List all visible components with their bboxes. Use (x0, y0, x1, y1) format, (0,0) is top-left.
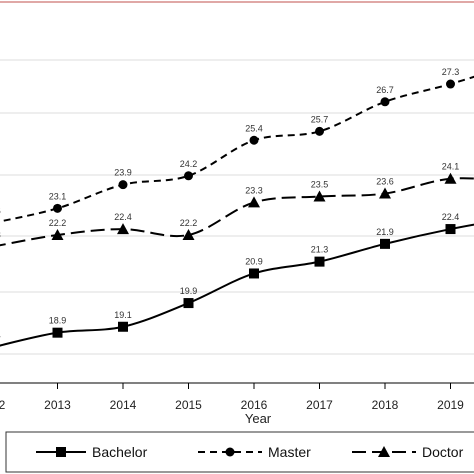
bachelor-point-2015 (183, 298, 194, 309)
x-tick-label-2014: 2014 (110, 398, 137, 412)
doctor-label-2014: 22.4 (114, 212, 132, 222)
legend-marker-doctor (378, 446, 390, 457)
master-label-2013: 23.1 (49, 191, 67, 201)
bachelor-point-2017 (314, 256, 325, 267)
legend: Bachelor Master Doctor (5, 431, 474, 473)
x-tick-label-2012: 2012 (0, 398, 6, 412)
master-label-2014: 23.9 (114, 168, 132, 178)
bachelor-label-2017: 21.3 (311, 245, 329, 255)
legend-label-master: Master (268, 444, 311, 460)
master-point-2019 (446, 79, 455, 89)
bachelor-point-2016 (249, 268, 259, 279)
bachelor-point-2014 (118, 321, 128, 332)
master-point-2018 (380, 97, 390, 107)
master-label-2017: 25.7 (311, 114, 329, 124)
doctor-point-2015 (182, 228, 195, 240)
x-axis-title: Year (245, 411, 272, 426)
legend-item-master: Master (198, 444, 311, 460)
doctor-point-2018 (379, 187, 391, 199)
master-point-2015 (184, 171, 193, 181)
master-point-2013 (53, 203, 62, 213)
doctor-point-2013 (51, 228, 64, 240)
master-label-2019: 27.3 (442, 67, 460, 77)
legend-label-bachelor: Bachelor (92, 444, 148, 460)
x-tick-label-2015: 2015 (175, 398, 202, 412)
doctor-point-2014 (117, 223, 129, 235)
bachelor-point-2018 (380, 238, 390, 249)
doctor-point-2017 (313, 190, 326, 202)
doctor-label-2017: 23.5 (311, 180, 329, 190)
doctor-label-2015: 22.2 (180, 218, 198, 228)
bachelor-label-2013: 18.9 (49, 316, 67, 326)
x-tick-label-2017: 2017 (306, 398, 333, 412)
doctor-label-2019: 24.1 (442, 162, 460, 172)
x-tick-label-2016: 2016 (241, 398, 268, 412)
master-label-2016: 25.4 (245, 123, 263, 133)
legend-marker-master (225, 447, 235, 457)
bachelor-point-2013 (52, 327, 63, 338)
master-point-2016 (249, 135, 259, 145)
bachelor-label-2019: 22.4 (442, 212, 460, 222)
doctor-point-2016 (248, 196, 260, 208)
grid-lines (0, 59, 474, 355)
legend-item-doctor: Doctor (352, 444, 464, 460)
bachelor-label-2018: 21.9 (376, 227, 394, 237)
series-master (0, 75, 474, 223)
doctor-label-2012: 21.8 (0, 230, 1, 240)
bachelor-label-2012: 18.4 (0, 330, 1, 340)
master-label-2015: 24.2 (180, 159, 198, 169)
doctor-label-2016: 23.3 (245, 185, 263, 195)
bachelor-label-2015: 19.9 (180, 286, 198, 296)
series-doctor (0, 172, 474, 247)
x-tick-label-2019: 2019 (437, 398, 464, 412)
x-tick-label-2013: 2013 (44, 398, 71, 412)
series-layer (0, 75, 474, 347)
legend-marker-bachelor (56, 447, 66, 457)
bachelor-label-2014: 19.1 (114, 310, 132, 320)
bachelor-point-2019 (445, 224, 456, 235)
master-point-2017 (315, 126, 324, 136)
x-axis-ticks: 201220132014201520162017201820192020 (0, 383, 464, 412)
master-point-2014 (118, 180, 128, 190)
doctor-label-2018: 23.6 (376, 177, 394, 187)
master-label-2012: 22.6 (0, 206, 1, 216)
data-labels: 18.4 18.9 19.1 19.9 20.9 21.3 21.9 22.4 22.6 23.1… (0, 67, 459, 340)
x-tick-label-2018: 2018 (372, 398, 399, 412)
bachelor-label-2016: 20.9 (245, 256, 263, 266)
legend-item-bachelor: Bachelor (36, 444, 148, 460)
legend-label-doctor: Doctor (422, 444, 464, 460)
master-label-2018: 26.7 (376, 85, 394, 95)
series-bachelor (0, 223, 474, 347)
doctor-label-2013: 22.2 (49, 218, 67, 228)
doctor-point-2019 (444, 172, 457, 184)
